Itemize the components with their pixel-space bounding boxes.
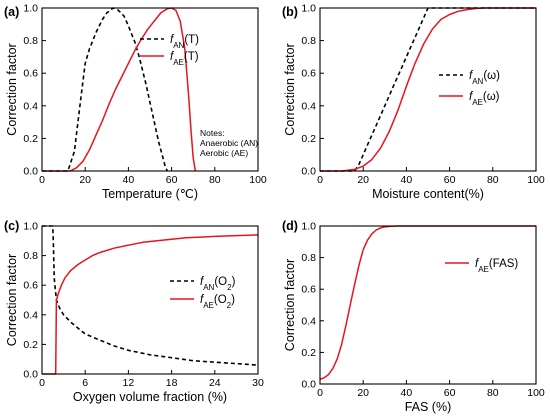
x-tick-label: 0 — [39, 377, 45, 389]
panel-label: (d) — [282, 219, 298, 233]
y-axis-label: Correction factor — [5, 43, 19, 135]
y-tick-label: 0.0 — [23, 369, 38, 381]
chart-panel-a: (a) 0 20 40 60 80 100 0.0 0.2 0.4 0.6 0.8 1.0 Tempera… — [4, 3, 267, 202]
y-tick-label: 0.4 — [23, 309, 38, 321]
y-tick-label: 0.8 — [301, 252, 316, 264]
y-tick-label: 0.2 — [23, 339, 38, 351]
y-axis-label: Correction factor — [283, 43, 297, 135]
y-tick-label: 0.4 — [23, 100, 38, 112]
y-tick-label: 1.0 — [301, 3, 316, 15]
x-tick-label: 20 — [357, 174, 369, 186]
x-tick-label: 20 — [79, 174, 91, 186]
plot-frame — [41, 7, 259, 172]
x-tick-label: 100 — [249, 174, 267, 186]
x-tick-label: 80 — [487, 174, 499, 186]
x-tick-label: 60 — [166, 174, 178, 186]
chart-panel-c: (c) 0 6 12 18 24 30 0.0 0.2 0.4 0.6 0.8 1.0 Oxygen vo… — [4, 219, 264, 404]
x-tick-label: 100 — [527, 174, 545, 186]
x-tick-label: 40 — [123, 174, 135, 186]
x-tick-label: 40 — [401, 174, 413, 186]
y-tick-label: 0.4 — [301, 315, 316, 327]
legend-label: fAN(O2) — [200, 276, 236, 292]
y-tick-label: 0.0 — [301, 166, 316, 178]
y-tick-label: 0.8 — [23, 35, 38, 47]
x-tick-label: 6 — [82, 377, 88, 389]
x-tick-label: 30 — [252, 377, 264, 389]
x-axis-label: Oxygen volume fraction (%) — [73, 390, 227, 404]
y-tick-label: 0.6 — [23, 280, 38, 292]
x-tick-label: 80 — [487, 387, 499, 399]
y-tick-label: 0.2 — [301, 133, 316, 145]
x-tick-label: 80 — [209, 174, 221, 186]
x-tick-label: 0 — [317, 174, 323, 186]
x-tick-label: 20 — [357, 387, 369, 399]
notes-line: Notes: — [200, 128, 225, 138]
y-tick-label: 0.2 — [301, 347, 316, 359]
y-tick-label: 0.8 — [301, 35, 316, 47]
y-tick-label: 0.6 — [301, 68, 316, 80]
panel-label: (c) — [4, 219, 19, 233]
x-tick-label: 12 — [123, 377, 135, 389]
x-tick-label: 0 — [317, 387, 323, 399]
y-tick-label: 1.0 — [301, 221, 316, 233]
y-axis-label: Correction factor — [283, 259, 297, 351]
legend-label: fAE(FAS) — [475, 258, 518, 274]
x-tick-label: 24 — [209, 377, 221, 389]
x-axis-label: FAS (%) — [405, 400, 452, 414]
y-tick-label: 0.4 — [301, 100, 316, 112]
y-tick-label: 1.0 — [23, 221, 38, 233]
series-line-an — [320, 7, 536, 172]
legend-label: fAN(T) — [170, 34, 199, 50]
notes-line: Aerobic (AE) — [200, 148, 248, 158]
legend-label: fAE(O2) — [200, 294, 235, 310]
y-tick-label: 0.8 — [23, 250, 38, 262]
x-tick-label: 0 — [39, 174, 45, 186]
chart-panel-b: (b) 0 20 40 60 80 100 0.0 0.2 0.4 0.6 0.8 1.0 Moistur… — [282, 3, 545, 202]
series-line-ae — [42, 234, 258, 375]
panel-label: (a) — [4, 5, 19, 19]
series-line-an — [42, 7, 169, 172]
panel-label: (b) — [282, 5, 298, 19]
x-tick-label: 18 — [166, 377, 178, 389]
y-axis-label: Correction factor — [5, 254, 19, 346]
notes-line: Anaerobic (AN) — [200, 138, 258, 148]
y-tick-label: 0.2 — [23, 133, 38, 145]
x-axis-label: Moisture content(%) — [372, 187, 484, 201]
series-line-ae — [320, 225, 536, 381]
legend-label: fAE(ω) — [469, 91, 500, 107]
series-line-ae — [320, 7, 536, 172]
x-axis-label: Temperature (℃) — [102, 187, 198, 201]
plot-frame — [41, 225, 259, 375]
legend-label: fAN(ω) — [469, 70, 500, 86]
chart-panel-d: (d) 0 20 40 60 80 100 0.0 0.2 0.4 0.6 0.8 1.0 FAS (%)… — [282, 219, 545, 414]
y-tick-label: 0.0 — [301, 379, 316, 391]
plot-frame — [319, 7, 537, 172]
y-tick-label: 1.0 — [23, 3, 38, 15]
x-tick-label: 60 — [444, 387, 456, 399]
legend-label: fAE(T) — [170, 51, 199, 67]
y-tick-label: 0.0 — [23, 166, 38, 178]
series-line-ae — [42, 7, 197, 172]
x-tick-label: 100 — [527, 387, 545, 399]
y-tick-label: 0.6 — [23, 68, 38, 80]
plot-frame — [319, 225, 537, 385]
x-tick-label: 60 — [444, 174, 456, 186]
x-tick-label: 40 — [401, 387, 413, 399]
y-tick-label: 0.6 — [301, 284, 316, 296]
